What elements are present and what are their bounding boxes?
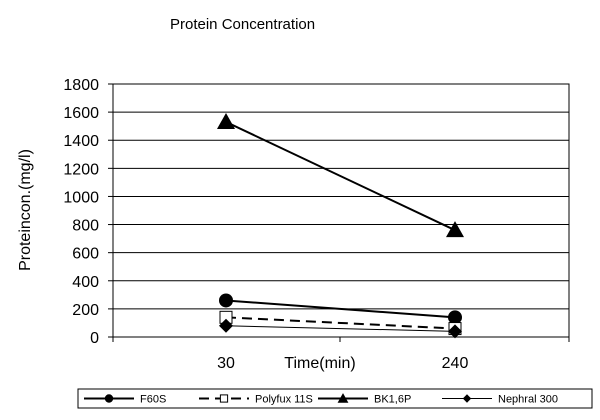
diamond-marker <box>219 318 233 333</box>
y-tick-label: 1200 <box>63 161 99 178</box>
triangle-marker <box>217 112 235 129</box>
x-axis-ticks: 30 240 <box>112 337 570 372</box>
series-f60s <box>219 293 462 325</box>
y-tick-label: 0 <box>90 330 99 347</box>
x-tick-label: 240 <box>442 355 469 372</box>
y-axis-ticks: 0 200 400 600 800 1000 1200 1400 1600 1800 <box>63 77 113 347</box>
legend-item: Polyfux 11S <box>199 394 313 406</box>
legend-items: F60S Polyfux 11S BK1,6P Nephral 300 <box>84 393 558 406</box>
y-tick-label: 1600 <box>63 105 99 122</box>
square-marker <box>219 394 229 403</box>
y-tick-label: 800 <box>72 218 99 235</box>
series-line <box>225 325 456 332</box>
legend-item: BK1,6P <box>318 393 411 406</box>
diamond-marker <box>462 394 472 403</box>
series-nephral-300 <box>219 318 462 339</box>
circle-marker <box>104 394 114 403</box>
y-tick-label: 400 <box>72 274 99 291</box>
x-axis-title: Time(min) <box>284 355 355 372</box>
y-axis-title: Proteincon.(mg/l) <box>17 149 34 271</box>
series-line <box>225 299 456 319</box>
legend-label: Nephral 300 <box>498 394 558 406</box>
legend-label: Polyfux 11S <box>255 394 313 406</box>
y-tick-label: 1400 <box>63 133 99 150</box>
series-group <box>217 112 464 339</box>
triangle-marker <box>446 221 464 238</box>
legend-item: F60S <box>84 394 166 406</box>
gridlines <box>113 111 569 310</box>
series-bk1-6p <box>217 112 464 238</box>
circle-marker <box>219 293 233 308</box>
diamond-marker <box>448 324 462 339</box>
triangle-marker <box>337 393 349 403</box>
y-tick-label: 200 <box>72 302 99 319</box>
legend-label: F60S <box>140 394 166 406</box>
plot-area-frame <box>112 83 570 338</box>
legend-item: Nephral 300 <box>442 394 558 406</box>
circle-marker <box>448 310 462 325</box>
legend-label: BK1,6P <box>374 394 411 406</box>
y-tick-label: 600 <box>72 246 99 263</box>
series-line <box>225 316 456 330</box>
x-tick-label: 30 <box>217 355 235 372</box>
y-tick-label: 1800 <box>63 77 99 94</box>
series-line <box>225 121 456 232</box>
y-tick-label: 1000 <box>63 189 99 206</box>
chart-title: Protein Concentration <box>170 16 315 33</box>
